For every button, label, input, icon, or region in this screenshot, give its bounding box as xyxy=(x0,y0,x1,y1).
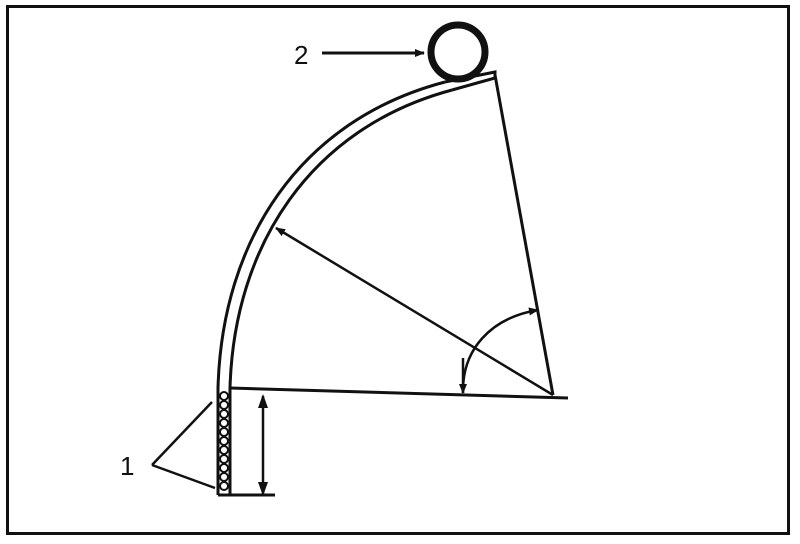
pipe-ring xyxy=(427,21,489,83)
radius-dimension xyxy=(275,226,554,397)
callout-2-label: 2 xyxy=(294,40,308,70)
callout-1-label: 1 xyxy=(120,451,134,481)
callout-1-leader-a xyxy=(151,401,213,466)
callout-1-leader-b xyxy=(151,463,216,490)
outer-arc xyxy=(216,80,446,389)
weld-seam xyxy=(216,388,232,495)
diagram-frame xyxy=(6,5,790,535)
right-radius-line xyxy=(493,74,555,396)
height-dim-bottom-arrow xyxy=(258,482,268,496)
height-dim-top-arrow xyxy=(258,394,268,408)
baseline xyxy=(229,386,569,400)
inner-arc xyxy=(228,88,453,389)
